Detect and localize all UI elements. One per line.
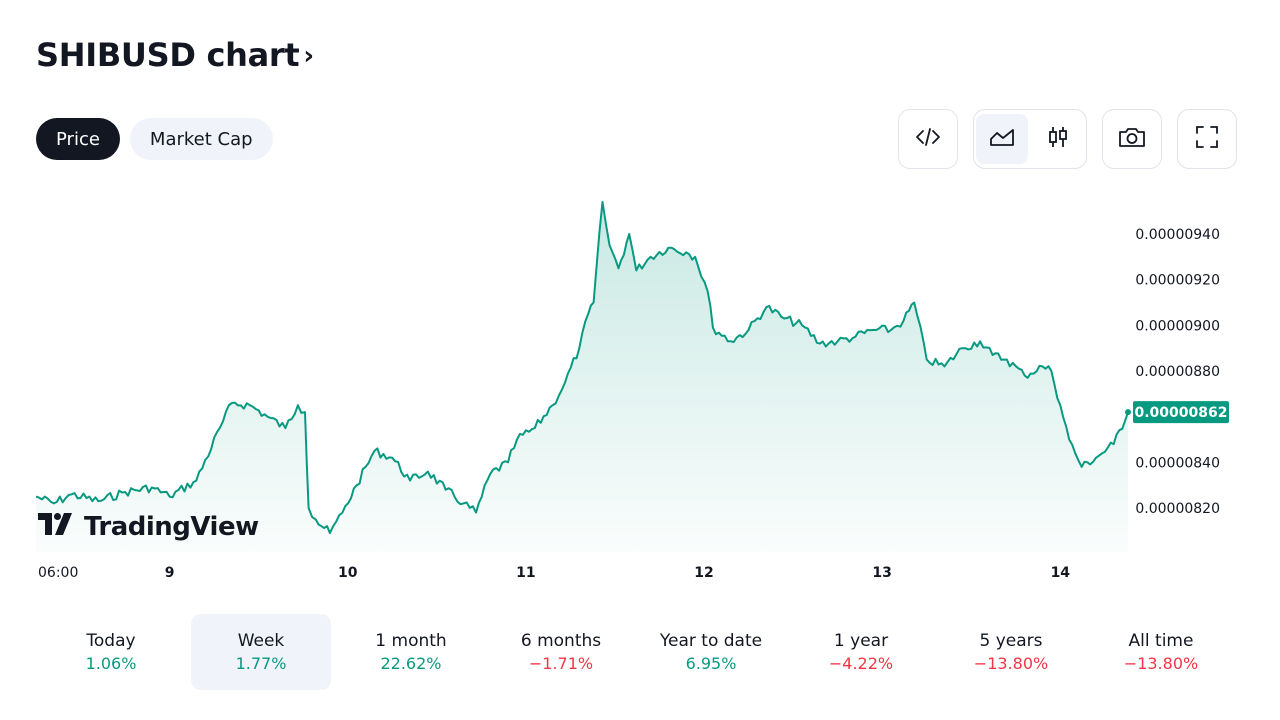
x-tick-label: 13 xyxy=(872,565,891,581)
period-label: Week xyxy=(237,631,285,651)
period-label: 1 month xyxy=(375,631,447,651)
snapshot-button[interactable] xyxy=(1102,109,1162,169)
period-5-years[interactable]: 5 years −13.80% xyxy=(941,614,1081,690)
fullscreen-button[interactable] xyxy=(1177,109,1237,169)
tradingview-logo[interactable]: TradingView xyxy=(38,512,259,542)
x-tick-label: 11 xyxy=(516,565,535,581)
period-all-time[interactable]: All time −13.80% xyxy=(1091,614,1231,690)
y-tick-label: 0.00000880 xyxy=(1135,364,1220,380)
x-tick-label: 06:00 xyxy=(38,565,78,581)
period-today[interactable]: Today 1.06% xyxy=(41,614,181,690)
area-chart-button[interactable] xyxy=(976,114,1028,164)
period-change: −13.80% xyxy=(1123,654,1199,673)
period-change: 22.62% xyxy=(380,654,442,673)
period-change: 1.06% xyxy=(85,654,137,673)
period-change: 6.95% xyxy=(685,654,737,673)
price-area-fill xyxy=(36,202,1128,552)
period-label: All time xyxy=(1128,631,1194,651)
x-tick-label: 9 xyxy=(165,565,175,581)
embed-button[interactable] xyxy=(898,109,958,169)
period-performance-row: Today 1.06% Week 1.77% 1 month 22.62% 6 … xyxy=(40,614,1240,690)
x-tick-label: 10 xyxy=(338,565,358,581)
chart-type-group xyxy=(973,109,1087,169)
tab-market-cap[interactable]: Market Cap xyxy=(129,118,273,160)
price-chart[interactable]: 0.00000940 0.00000920 0.00000900 0.00000880… xyxy=(0,180,1280,600)
x-tick-label: 14 xyxy=(1051,565,1071,581)
last-price-marker xyxy=(1125,409,1131,416)
period-1-year[interactable]: 1 year −4.22% xyxy=(791,614,931,690)
x-tick-label: 12 xyxy=(694,565,713,581)
tradingview-wordmark: TradingView xyxy=(84,512,259,542)
period-label: 6 months xyxy=(520,631,602,651)
price-chart-svg[interactable]: 0.00000940 0.00000920 0.00000900 0.00000880… xyxy=(0,180,1280,600)
last-price-label: 0.00000862 xyxy=(1135,405,1228,421)
chart-mode-tabs: Price Market Cap xyxy=(36,118,273,160)
chevron-right-icon: › xyxy=(303,41,314,71)
period-year-to-date[interactable]: Year to date 6.95% xyxy=(641,614,781,690)
period-6-months[interactable]: 6 months −1.71% xyxy=(491,614,631,690)
candlestick-chart-button[interactable] xyxy=(1032,114,1084,164)
chart-title: SHIBUSD chart xyxy=(36,36,300,74)
y-tick-label: 0.00000920 xyxy=(1135,273,1220,289)
price-series-line xyxy=(35,201,1129,535)
period-label: Year to date xyxy=(659,631,763,651)
chart-title-link[interactable]: SHIBUSD chart › xyxy=(36,36,314,74)
period-1-month[interactable]: 1 month 22.62% xyxy=(341,614,481,690)
y-tick-label: 0.00000900 xyxy=(1135,318,1220,334)
tradingview-icon xyxy=(38,512,84,542)
period-label: 5 years xyxy=(979,631,1043,651)
code-icon xyxy=(914,123,942,155)
tab-price[interactable]: Price xyxy=(36,118,120,160)
period-change: −13.80% xyxy=(973,654,1049,673)
period-change: 1.77% xyxy=(235,654,287,673)
candlestick-icon xyxy=(1044,123,1072,155)
last-price-badge xyxy=(1133,401,1229,424)
y-tick-label: 0.00000940 xyxy=(1135,227,1220,243)
period-label: 1 year xyxy=(833,631,889,651)
period-change: −1.71% xyxy=(528,654,594,673)
fullscreen-icon xyxy=(1193,123,1221,155)
period-change: −4.22% xyxy=(828,654,894,673)
area-chart-icon xyxy=(988,123,1016,155)
y-tick-label: 0.00000840 xyxy=(1135,455,1220,471)
period-label: Today xyxy=(86,631,136,651)
period-week[interactable]: Week 1.77% xyxy=(191,614,331,690)
y-tick-label: 0.00000820 xyxy=(1135,501,1220,517)
camera-icon xyxy=(1117,123,1147,155)
